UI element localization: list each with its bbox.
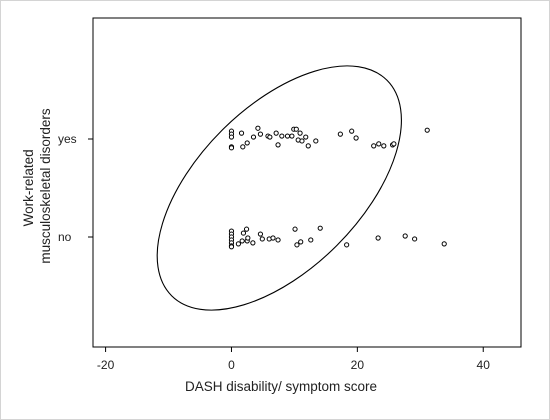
scatter-point-yes [303, 134, 309, 140]
scatter-point-no [235, 241, 241, 247]
scatter-point-yes [299, 138, 305, 144]
scatter-point-yes [250, 134, 257, 140]
scatter-point-yes [275, 142, 281, 148]
x-tick-label: -20 [97, 358, 115, 372]
scatter-point-yes [313, 138, 319, 144]
scatter-point-no [344, 242, 350, 248]
scatter-point-yes [228, 145, 235, 151]
scatter-point-yes [297, 130, 303, 136]
x-tick-label: 0 [228, 358, 235, 372]
scatter-point-no [228, 244, 235, 250]
scatter-point-yes [424, 127, 430, 133]
y-axis-title-line-1: Work-related [21, 149, 36, 226]
scatter-point-no [270, 235, 276, 241]
scatter-point-no [250, 240, 256, 246]
scatter-point-yes [371, 143, 377, 149]
scatter-point-yes [267, 134, 273, 140]
scatter-point-yes [353, 135, 359, 141]
scatter-point-no [259, 236, 265, 242]
plot-frame [92, 17, 522, 348]
y-tick-label: no [58, 230, 72, 244]
ellipse-layer [156, 65, 402, 311]
scatter-point-yes [349, 128, 355, 134]
scatter-point-no [441, 241, 447, 247]
scatter-point-no [375, 235, 381, 241]
scatter-point-yes [376, 141, 382, 147]
x-tick-label: 20 [351, 358, 365, 372]
scatter-point-no [317, 225, 323, 231]
scatter-point-no [294, 242, 300, 248]
scatter-point-no [308, 237, 314, 243]
scatter-point-no [402, 233, 408, 239]
scatter-point-yes [381, 143, 387, 149]
scatter-point-no [275, 237, 281, 243]
scatter-point-no [245, 235, 251, 241]
y-axis-title: Work-related musculoskeletal disorders [21, 108, 53, 264]
scatter-point-yes [238, 130, 245, 136]
y-tick-label: yes [58, 132, 77, 146]
scatter-point-no [292, 226, 298, 232]
confidence-ellipse [156, 65, 402, 311]
scatter-point-yes [391, 141, 397, 147]
scatter-point-yes [228, 134, 235, 140]
scatter-point-yes [337, 131, 343, 137]
scatter-point-yes [279, 133, 285, 139]
scatter-point-yes [284, 133, 291, 139]
x-axis: -20 0 20 40 [97, 347, 490, 372]
scatter-point-yes [244, 140, 250, 146]
scatter-point-no [412, 236, 418, 242]
scatter-point-yes [289, 133, 295, 139]
x-axis-title: DASH disability/ symptom score [185, 379, 377, 394]
scatter-point-yes [273, 130, 279, 136]
scatter-point-yes [257, 131, 264, 137]
x-tick-label: 40 [477, 358, 491, 372]
points-layer [228, 125, 447, 250]
scatter-point-yes [255, 125, 261, 131]
scatter-point-yes [305, 143, 311, 149]
scatter-point-no [240, 230, 247, 236]
scatter-point-no [239, 238, 245, 244]
scatter-point-yes [293, 126, 299, 132]
scatter-point-yes [240, 144, 246, 150]
scatter-point-no [298, 239, 304, 245]
scatter-point-no [243, 226, 250, 232]
y-axis-title-line-2: musculoskeletal disorders [38, 108, 53, 264]
scatter-point-no [257, 231, 264, 237]
y-axis: no yes [58, 132, 93, 244]
